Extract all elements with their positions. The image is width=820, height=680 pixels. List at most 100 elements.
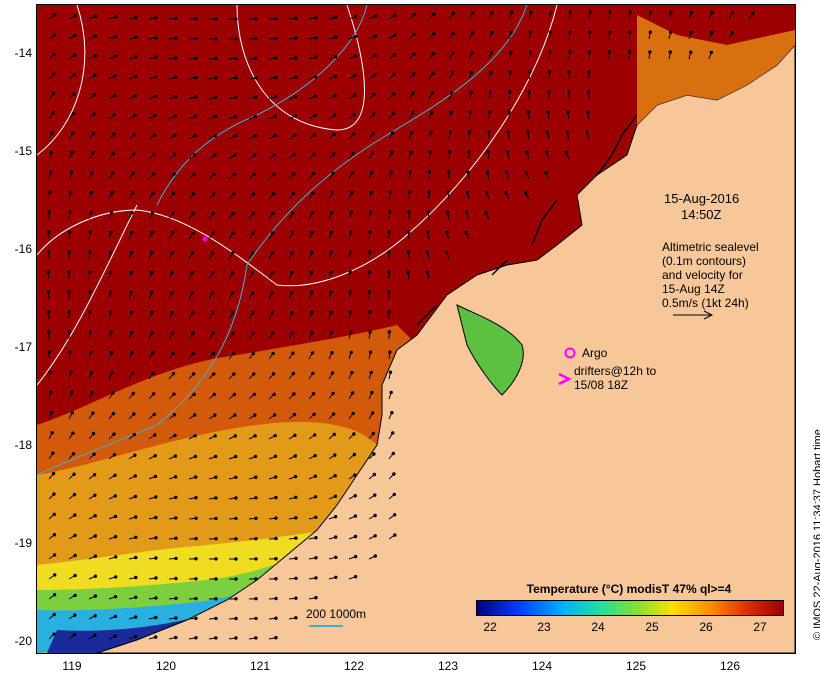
velocity-arrowhead [370,411,375,415]
velocity-arrowhead [72,633,77,637]
velocity-arrowhead [271,372,276,376]
velocity-arrowhead [368,230,372,234]
velocity-arrowhead [174,616,178,620]
velocity-arrowhead [234,597,238,601]
velocity-arrowhead [254,36,258,41]
velocity-arrowhead [470,51,474,55]
velocity-arrowhead [485,170,489,174]
velocity-arrowhead [213,153,217,157]
velocity-arrowhead [113,634,118,638]
velocity-arrowhead [367,270,372,274]
velocity-arrowhead [333,474,337,478]
velocity-arrowhead [426,210,430,214]
velocity-arrowhead [109,330,113,334]
velocity-arrowhead [89,210,93,214]
velocity-arrowhead [391,431,395,435]
velocity-arrowhead [113,35,118,39]
velocity-arrowhead [46,250,51,254]
velocity-arrowhead [150,250,154,255]
velocity-arrowhead [112,132,116,136]
velocity-arrowhead [751,11,755,16]
velocity-arrowhead [545,130,549,134]
velocity-arrowhead [332,132,336,137]
velocity-arrowhead [314,515,318,519]
velocity-arrowhead [190,251,195,255]
velocity-arrowhead [254,577,258,581]
sst-map[interactable] [36,4,796,654]
velocity-arrowhead [548,50,552,54]
velocity-arrowhead [133,634,138,639]
velocity-arrowhead [587,70,591,74]
velocity-arrowhead [309,290,314,295]
sealevel-contour [236,5,365,131]
velocity-arrowhead [253,413,257,417]
velocity-arrowhead [392,513,397,517]
velocity-arrowhead [391,451,395,456]
velocity-arrowhead [253,114,258,119]
velocity-arrowhead [410,111,415,115]
velocity-arrowhead [310,310,314,315]
velocity-arrowhead [465,190,469,194]
velocity-arrowhead [314,35,318,40]
velocity-arrowhead [368,310,372,314]
velocity-arrowhead [194,17,198,21]
velocity-arrowhead [309,270,314,275]
velocity-arrowhead [154,576,158,580]
velocity-arrowhead [51,451,55,455]
velocity-arrowhead [272,153,277,157]
velocity-arrowhead [669,10,673,15]
velocity-arrowhead [370,390,374,395]
velocity-arrowhead [689,50,693,54]
velocity-arrowhead [392,472,396,476]
x-axis-label: 122 [343,659,365,673]
velocity-arrowhead [313,474,318,478]
velocity-arrowhead [191,231,195,235]
velocity-arrowhead [49,390,53,394]
y-axis-label: -16 [14,242,32,256]
y-axis-label: -20 [14,634,32,648]
velocity-arrowhead [566,90,571,94]
velocity-arrowhead [547,90,551,94]
velocity-arrowhead [190,291,195,295]
velocity-arrowhead [50,131,54,135]
velocity-arrowhead [52,533,57,537]
velocity-arrowhead [273,413,277,417]
velocity-arrowhead [349,350,353,355]
velocity-arrowhead [292,152,297,157]
velocity-arrowhead [52,72,56,76]
velocity-arrowhead [547,70,552,74]
velocity-arrowhead [274,516,278,520]
velocity-arrowhead [67,230,72,234]
velocity-arrowhead [427,190,431,194]
velocity-arrowhead [427,170,432,174]
velocity-arrowhead [92,93,97,97]
velocity-arrowhead [51,111,55,115]
velocity-arrowhead [89,370,94,375]
velocity-arrowhead [253,454,258,459]
velocity-arrowhead [272,172,276,176]
velocity-arrowhead [91,411,95,415]
velocity-arrowhead [314,55,318,59]
velocity-arrowhead [174,635,178,640]
velocity-arrowhead [445,210,450,214]
velocity-arrowhead [88,330,93,334]
velocity-arrowhead [112,453,117,457]
velocity-arrowhead [293,433,297,437]
velocity-arrowhead [73,53,77,57]
velocity-arrowhead [93,514,97,518]
velocity-arrowhead [192,392,196,396]
velocity-arrowhead [132,412,136,416]
velocity-arrowhead [69,370,73,374]
velocity-arrowhead [523,191,528,195]
velocity-arrowhead [431,51,436,56]
velocity-arrowhead [171,371,176,376]
velocity-arrowhead [372,452,376,456]
velocity-arrowhead [508,70,513,74]
x-axis-label: 123 [437,659,459,673]
argo-float-marker [202,236,208,242]
velocity-arrowhead [150,290,154,295]
velocity-arrowhead [351,151,355,156]
velocity-arrowhead [270,291,274,295]
credit-text: © IMOS 22-Aug-2016 11:34:37 Hobart time [812,429,820,640]
velocity-arrowhead [234,577,238,581]
